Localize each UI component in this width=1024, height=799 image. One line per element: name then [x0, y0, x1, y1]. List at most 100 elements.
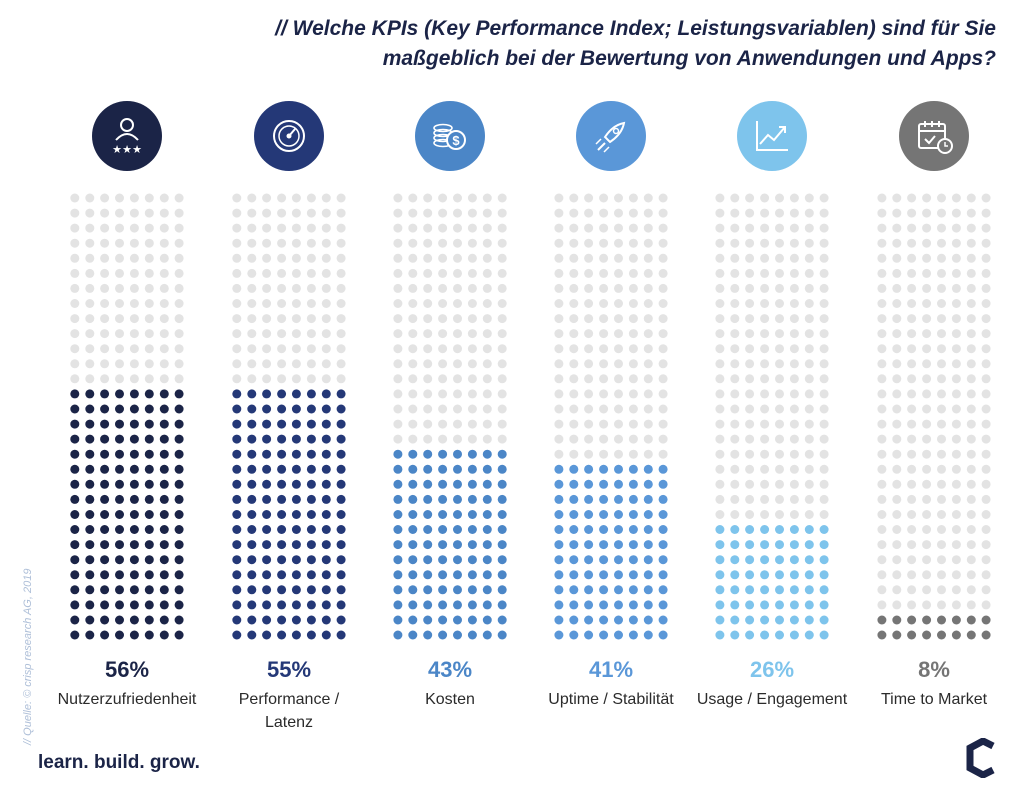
- dot-empty: [599, 314, 609, 324]
- dot-empty: [789, 419, 799, 429]
- dot-empty: [408, 208, 418, 218]
- dot-filled: [715, 570, 725, 580]
- dot-empty: [336, 253, 346, 263]
- dot-filled: [423, 510, 433, 519]
- dot-empty: [907, 299, 917, 308]
- dot-empty: [937, 223, 946, 233]
- dot-empty: [715, 449, 725, 459]
- dot-empty: [981, 494, 991, 504]
- dot-filled: [497, 479, 507, 489]
- dot-empty: [306, 344, 316, 354]
- dot-empty: [628, 374, 638, 384]
- dot-filled: [277, 464, 287, 474]
- dot-empty: [730, 253, 740, 263]
- dot-empty: [907, 525, 917, 534]
- dot-filled: [775, 585, 784, 595]
- dot-empty: [584, 299, 594, 308]
- dot-filled: [453, 494, 462, 504]
- dot-empty: [453, 374, 462, 384]
- dot-empty: [321, 268, 331, 278]
- dot-filled: [144, 630, 154, 640]
- dot-filled: [643, 525, 653, 534]
- dot-empty: [715, 389, 725, 399]
- dot-empty: [892, 449, 902, 459]
- dot-empty: [482, 434, 492, 444]
- dot-empty: [393, 359, 403, 369]
- dot-empty: [760, 253, 770, 263]
- dot-empty: [614, 314, 623, 324]
- dot-empty: [277, 374, 287, 384]
- dot-filled: [100, 494, 110, 504]
- dot-filled: [174, 600, 184, 610]
- dot-filled: [232, 419, 242, 429]
- dot-filled: [174, 615, 184, 625]
- dot-filled: [262, 434, 272, 444]
- dot-empty: [907, 344, 917, 354]
- dot-empty: [892, 193, 902, 203]
- dot-empty: [599, 283, 609, 293]
- dot-empty: [937, 329, 946, 339]
- dot-empty: [730, 314, 740, 324]
- dot-empty: [232, 329, 242, 339]
- dot-empty: [966, 525, 976, 534]
- dot-empty: [85, 268, 95, 278]
- dot-empty: [423, 389, 433, 399]
- dot-filled: [775, 555, 784, 565]
- dot-empty: [482, 404, 492, 414]
- dot-empty: [745, 419, 755, 429]
- dot-filled: [423, 555, 433, 565]
- dot-empty: [643, 223, 653, 233]
- column-1: ★ ★ ★56%Nutzerzufriedenheit: [58, 101, 197, 708]
- dot-empty: [408, 193, 418, 203]
- dot-empty: [467, 374, 477, 384]
- dot-filled: [262, 419, 272, 429]
- dot-empty: [554, 404, 564, 414]
- dot-filled: [438, 449, 448, 459]
- svg-text:★: ★: [132, 144, 142, 156]
- dot-empty: [554, 223, 564, 233]
- dot-empty: [937, 570, 946, 580]
- dot-filled: [554, 555, 564, 565]
- dot-filled: [159, 404, 169, 414]
- dot-empty: [937, 344, 946, 354]
- dot-empty: [321, 283, 331, 293]
- dot-filled: [438, 525, 448, 534]
- dot-empty: [658, 283, 668, 293]
- dot-empty: [408, 238, 418, 248]
- dot-empty: [804, 389, 814, 399]
- dot-filled: [115, 434, 124, 444]
- dot-filled: [291, 449, 301, 459]
- dot-empty: [408, 434, 418, 444]
- dot-empty: [497, 419, 507, 429]
- dot-empty: [482, 238, 492, 248]
- dot-filled: [100, 615, 110, 625]
- dot-filled: [584, 464, 594, 474]
- dot-filled: [115, 404, 124, 414]
- dot-empty: [144, 283, 154, 293]
- dot-filled: [423, 540, 433, 550]
- dot-filled: [159, 449, 169, 459]
- dot-filled: [306, 630, 316, 640]
- dot-empty: [584, 389, 594, 399]
- dot-empty: [554, 359, 564, 369]
- dot-empty: [100, 193, 110, 203]
- dot-empty: [482, 419, 492, 429]
- dot-filled: [100, 449, 110, 459]
- dot-empty: [966, 479, 976, 489]
- dot-empty: [497, 299, 507, 308]
- dot-empty: [937, 404, 946, 414]
- dot-filled: [85, 464, 95, 474]
- dot-filled: [408, 570, 418, 580]
- dot-filled: [482, 525, 492, 534]
- dot-empty: [584, 314, 594, 324]
- dot-filled: [730, 570, 740, 580]
- dot-empty: [715, 374, 725, 384]
- dot-empty: [937, 555, 946, 565]
- dot-filled: [789, 600, 799, 610]
- dot-empty: [467, 314, 477, 324]
- dot-empty: [643, 253, 653, 263]
- dot-filled: [569, 615, 579, 625]
- dot-empty: [892, 208, 902, 218]
- dot-empty: [907, 600, 917, 610]
- dot-empty: [584, 419, 594, 429]
